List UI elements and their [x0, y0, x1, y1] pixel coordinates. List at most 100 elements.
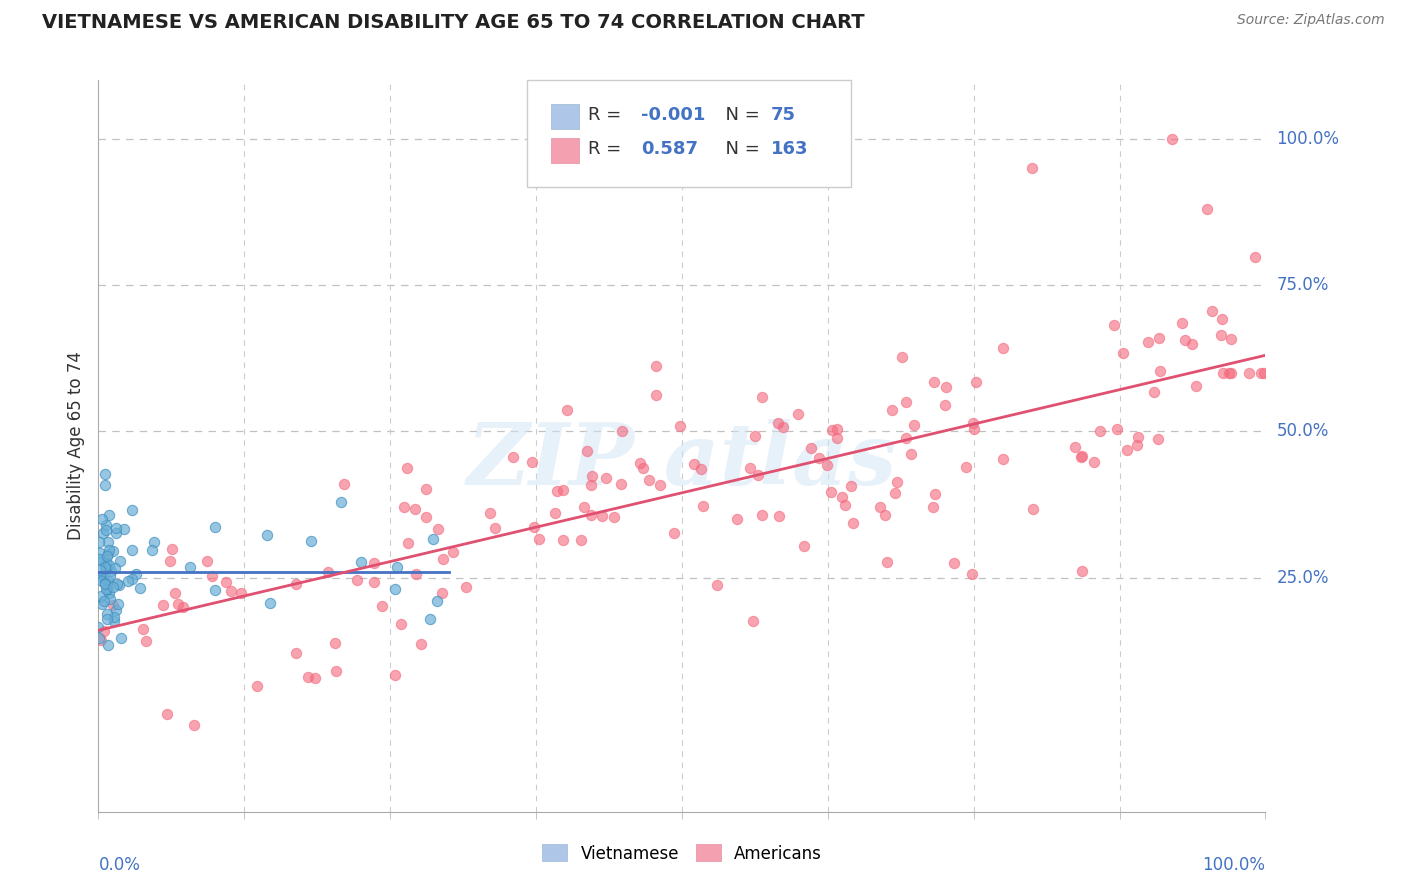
Point	[419, 612, 441, 626]
Point	[894, 395, 917, 409]
Point	[555, 402, 578, 417]
Point	[422, 532, 444, 546]
Point	[1201, 303, 1223, 318]
Point	[96, 549, 118, 563]
Point	[97, 543, 120, 558]
Point	[1211, 312, 1233, 326]
Point	[330, 494, 353, 508]
Point	[502, 450, 524, 464]
Point	[204, 582, 226, 597]
Point	[285, 577, 308, 591]
Point	[922, 500, 945, 514]
Point	[101, 580, 124, 594]
Point	[669, 418, 692, 433]
Point	[454, 580, 477, 594]
Point	[96, 612, 118, 626]
Point	[96, 523, 118, 537]
Point	[384, 582, 406, 597]
Point	[387, 560, 409, 574]
Point	[886, 475, 908, 489]
Point	[766, 416, 789, 430]
Point	[610, 424, 633, 438]
Point	[742, 614, 765, 628]
Point	[1219, 366, 1241, 380]
Point	[97, 547, 120, 561]
Point	[215, 574, 238, 589]
Point	[883, 486, 905, 500]
Point	[195, 554, 218, 568]
Point	[441, 545, 464, 559]
Point	[350, 556, 373, 570]
Point	[371, 599, 394, 614]
Point	[89, 546, 111, 560]
Point	[101, 599, 124, 613]
Point	[1105, 422, 1128, 436]
Point	[579, 508, 602, 522]
Point	[129, 581, 152, 595]
Point	[1102, 318, 1125, 333]
Point	[924, 376, 946, 390]
Point	[935, 380, 957, 394]
Point	[426, 594, 449, 608]
Text: 75.0%: 75.0%	[1277, 277, 1329, 294]
Point	[96, 574, 118, 588]
Text: 163: 163	[770, 140, 808, 158]
Point	[1147, 330, 1170, 344]
Point	[1212, 366, 1234, 380]
Text: R =: R =	[588, 140, 627, 158]
Point	[94, 477, 117, 491]
Point	[91, 567, 114, 582]
Point	[121, 572, 143, 586]
Point	[93, 624, 115, 638]
Point	[259, 596, 281, 610]
Point	[644, 359, 666, 373]
Point	[869, 500, 891, 514]
Point	[363, 556, 385, 570]
Point	[546, 484, 568, 499]
Point	[1142, 384, 1164, 399]
Point	[772, 420, 794, 434]
Point	[100, 564, 122, 578]
Point	[786, 407, 808, 421]
Text: R =: R =	[588, 106, 627, 124]
Point	[955, 460, 977, 475]
Text: 75: 75	[770, 106, 796, 124]
Point	[105, 603, 128, 617]
Point	[105, 525, 128, 540]
Point	[94, 575, 117, 590]
Point	[725, 512, 748, 526]
Point	[284, 646, 307, 660]
Point	[404, 502, 426, 516]
Point	[141, 542, 163, 557]
Point	[744, 429, 766, 443]
Point	[551, 483, 574, 497]
Point	[1174, 333, 1197, 347]
Text: 50.0%: 50.0%	[1277, 423, 1329, 441]
Point	[96, 561, 118, 575]
Point	[544, 506, 567, 520]
Point	[631, 461, 654, 475]
Point	[630, 456, 652, 470]
Point	[87, 551, 110, 566]
Text: -0.001: -0.001	[641, 106, 706, 124]
Point	[706, 578, 728, 592]
Point	[96, 582, 118, 597]
Point	[751, 390, 773, 404]
Point	[638, 473, 661, 487]
Point	[103, 610, 125, 624]
Point	[96, 607, 118, 621]
Point	[93, 594, 115, 608]
Point	[1116, 442, 1139, 457]
Point	[1209, 328, 1232, 343]
Point	[159, 554, 181, 568]
Point	[891, 350, 914, 364]
Point	[1070, 449, 1092, 463]
Point	[825, 431, 848, 445]
Point	[1136, 335, 1159, 350]
Point	[152, 598, 174, 612]
Point	[581, 469, 603, 483]
Point	[738, 461, 761, 475]
Point	[430, 586, 453, 600]
Point	[815, 458, 838, 472]
Point	[346, 574, 368, 588]
